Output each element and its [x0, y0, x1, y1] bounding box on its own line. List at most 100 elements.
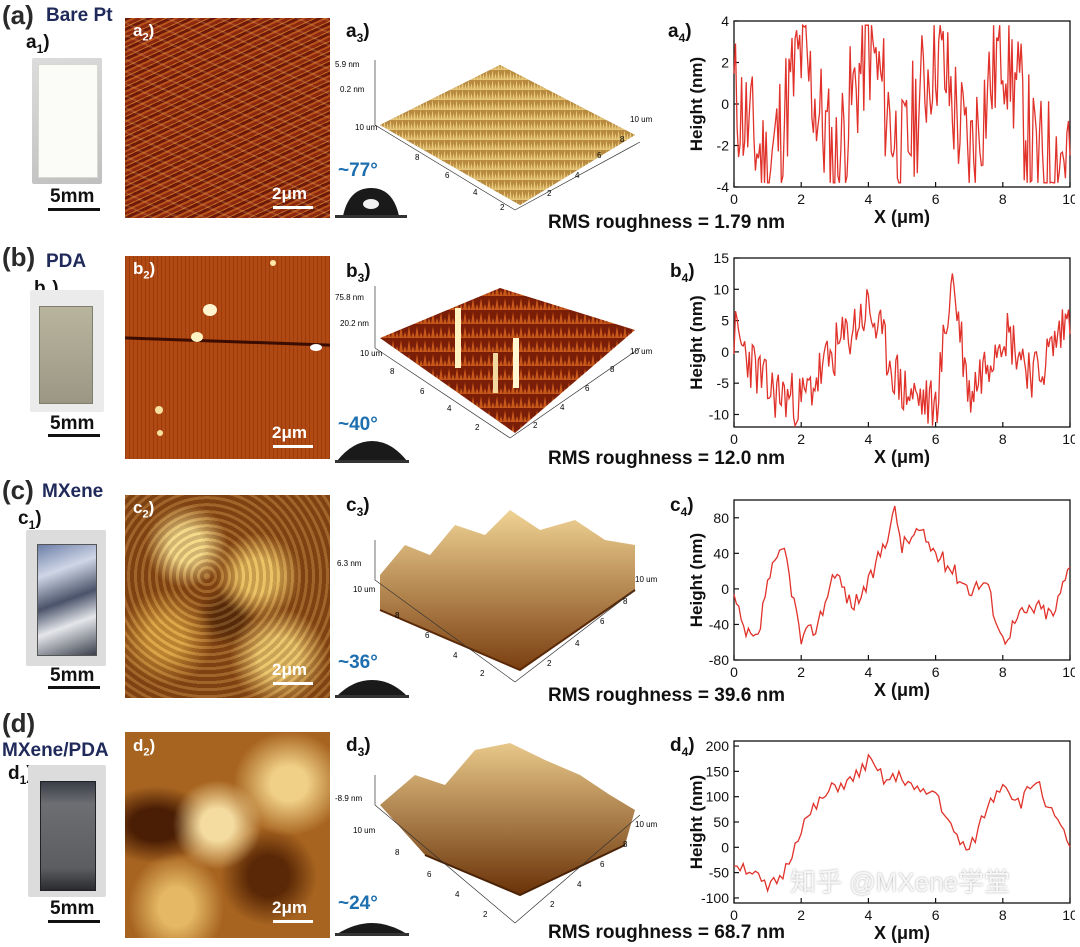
x-tick-label: 0 [730, 191, 738, 207]
axis-tick: 8 [395, 848, 400, 857]
afm-sub-label: c2) [133, 498, 155, 521]
y-tick-label: -2 [717, 138, 730, 154]
axis-tick: 6 [600, 860, 605, 869]
afm3d-sub-label: a3) [346, 21, 370, 45]
axis-tick: 6 [597, 151, 602, 160]
contact-angle-label: ~40° [338, 414, 378, 435]
axis-tick: 4 [560, 403, 565, 412]
x-tick-label: 2 [797, 664, 805, 680]
x-tick-label: 6 [932, 431, 940, 447]
axis-tick: 10 um [630, 115, 653, 124]
afm-scale-label: 2μm [272, 660, 307, 679]
afm-height-image [125, 732, 330, 938]
height-profile-chart: 0 2 4 6 8 10 -80 -40 0 40 80 X (μm) Height (nm) [687, 499, 1075, 700]
axis-tick: 4 [575, 639, 580, 648]
afm-scale-bar [273, 920, 313, 923]
photo-scale-bar [48, 686, 100, 689]
x-tick-label: 10 [1062, 664, 1075, 680]
x-tick-label: 8 [999, 664, 1007, 680]
axis-tick: 8 [623, 840, 628, 849]
axis-tick: 4 [577, 880, 582, 889]
x-tick-label: 2 [797, 431, 805, 447]
plot-frame [733, 499, 1071, 661]
y-tick-label: 100 [706, 789, 730, 805]
rms-roughness: RMS roughness = 12.0 nm [548, 448, 786, 469]
y-tick-label: 10 [713, 281, 729, 297]
profile-sub-label: a4) [668, 21, 692, 45]
axis-tick: 2 [547, 659, 552, 668]
afm-scale-bar [273, 206, 313, 209]
x-axis-label: X (μm) [874, 923, 930, 943]
panel-label: (b) [2, 242, 36, 272]
y-tick-label: -100 [701, 890, 729, 906]
profile-line-d4 [734, 753, 1071, 894]
axis-tick: 10 um [360, 349, 383, 358]
rms-roughness: RMS roughness = 39.6 nm [548, 685, 786, 706]
droplet-image [335, 680, 409, 698]
y-tick-label: 200 [706, 738, 730, 754]
axis-tick: 8 [395, 611, 400, 620]
afm-3d-surface: 75.8 nm 20.2 nm 10 um 8 6 4 2 10 um 8 6 … [335, 286, 653, 439]
y-tick-label: 50 [713, 814, 729, 830]
y-tick-label: -5 [717, 375, 730, 391]
axis-tick: 4 [575, 171, 580, 180]
photo-scale-bar [48, 920, 100, 923]
droplet-image [335, 182, 407, 218]
axis-tick: 10 um [353, 585, 376, 594]
x-tick-label: 4 [865, 664, 873, 680]
profile-line-c4 [733, 505, 1071, 646]
sub-label: a1) [26, 32, 50, 56]
contact-angle-label: ~77° [338, 160, 378, 181]
x-tick-label: 8 [999, 907, 1007, 923]
z-tick: 6.3 nm [337, 559, 362, 568]
y-tick-label: 80 [713, 510, 729, 526]
sample-photo [28, 765, 106, 897]
profile-line-b4 [733, 273, 1071, 428]
droplet-image [335, 441, 409, 463]
axis-tick: 8 [415, 153, 420, 162]
profile-sub-label: d4) [670, 735, 695, 759]
profile-line-a4 [733, 23, 1071, 184]
photo-scale-label: 5mm [50, 413, 95, 434]
y-tick-label: 150 [706, 763, 730, 779]
axis-tick: 10 um [630, 347, 653, 356]
y-tick-label: 15 [713, 252, 729, 266]
profile-sub-label: b4) [670, 261, 695, 285]
afm-scale-bar [273, 682, 313, 685]
x-tick-label: 2 [797, 907, 805, 923]
height-profile-chart: 0 2 4 6 8 10 -10 -5 0 5 10 15 X (μm) Height (nm) [687, 252, 1075, 467]
axis-tick: 4 [473, 188, 478, 197]
axis-tick: 8 [610, 365, 615, 374]
x-tick-label: 10 [1062, 431, 1075, 447]
y-tick-label: -40 [709, 616, 729, 632]
y-tick-label: -50 [709, 865, 729, 881]
y-tick-label: -4 [717, 179, 730, 195]
x-tick-label: 4 [865, 191, 873, 207]
photo-scale-label: 5mm [50, 898, 95, 919]
axis-tick: 6 [445, 171, 450, 180]
z-tick: 5.9 nm [335, 60, 360, 69]
afm-height-image [125, 495, 330, 698]
sub-label: c1) [18, 508, 42, 532]
afm-height-image [125, 256, 330, 459]
x-tick-label: 6 [932, 907, 940, 923]
y-tick-label: -80 [709, 652, 729, 668]
afm-scale-label: 2μm [272, 898, 307, 917]
x-tick-label: 0 [730, 664, 738, 680]
axis-tick: 4 [453, 651, 458, 660]
afm-scale-label: 2μm [272, 184, 307, 203]
afm3d-sub-label: b3) [346, 261, 371, 285]
afm-sub-label: a2) [133, 21, 155, 44]
axis-tick: 6 [585, 384, 590, 393]
panel-label: (d) [2, 708, 36, 738]
afm3d-sub-label: d3) [346, 735, 371, 759]
axis-tick: 6 [420, 387, 425, 396]
afm-scale-bar [273, 445, 313, 448]
panel-title: PDA [46, 251, 87, 272]
y-tick-label: 5 [721, 313, 729, 329]
afm-sub-label: b2) [133, 259, 156, 282]
x-axis-label: X (μm) [874, 207, 930, 227]
photo-scale-label: 5mm [50, 665, 95, 686]
z-tick: 75.8 nm [335, 293, 364, 302]
y-tick-label: 0 [721, 344, 729, 360]
